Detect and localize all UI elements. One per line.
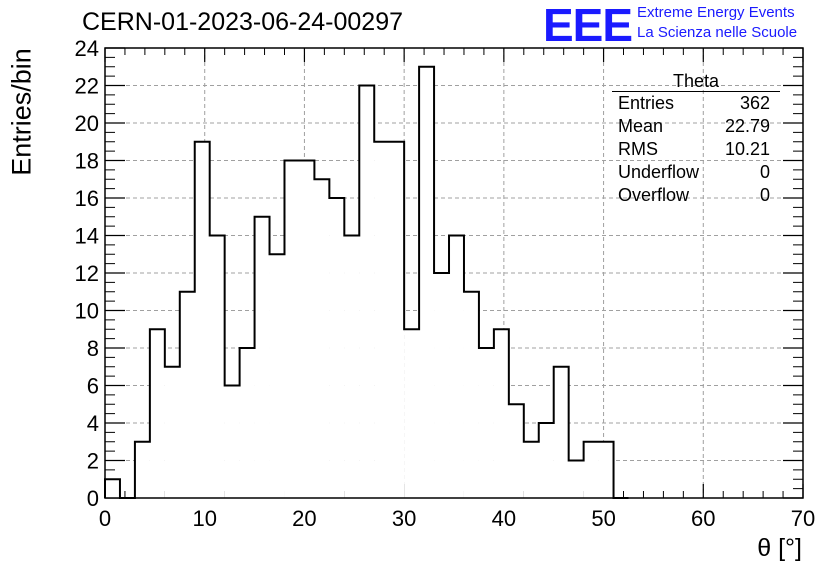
y-tick-label: 14 [75,224,99,249]
histogram-bin [239,348,255,498]
histogram-bin [105,479,120,498]
y-tick-label: 2 [87,449,99,474]
histogram-bin [209,235,225,498]
histogram-bin [359,85,375,498]
stats-value: 0 [759,162,770,182]
histogram-bin [538,423,554,498]
histogram-bin [404,329,420,498]
histogram-bin [389,141,405,498]
stats-title: Theta [612,71,780,92]
x-tick-label: 60 [691,506,715,531]
stats-value: 22.79 [724,116,770,136]
histogram-bin [508,404,524,498]
stats-value: 10.21 [724,139,770,159]
x-axis-label: θ [°] [757,534,802,562]
histogram-bin [314,179,330,498]
logo-line-2: La Scienza nelle Scuole [637,24,798,41]
y-tick-label: 4 [87,411,99,436]
y-tick-label: 10 [75,299,99,324]
x-tick-label: 0 [99,506,111,531]
histogram-bins [104,65,629,499]
stats-row-entries: Entries 362 [612,92,780,115]
stats-label: Entries [618,93,675,113]
stats-row-rms: RMS 10.21 [612,138,780,161]
x-tick-label: 70 [791,506,815,531]
stats-label: RMS [618,139,658,159]
histogram-bin [134,441,150,498]
y-tick-label: 24 [75,36,99,61]
histogram-bin [254,216,270,498]
histogram-bin [164,366,180,498]
stats-value: 362 [739,93,770,113]
histogram-bin [344,235,360,498]
histogram-bin [149,329,165,498]
y-tick-label: 6 [87,374,99,399]
histogram-bin [419,66,435,498]
y-tick-label: 18 [75,149,99,174]
histogram-bin [299,160,315,498]
histogram-bin [179,291,195,498]
plot-frame [104,47,804,499]
histogram-outline [104,65,629,499]
run-title: CERN-01-2023-06-24-00297 [82,8,404,36]
y-tick-label: 0 [87,486,99,511]
y-tick-label: 12 [75,261,99,286]
histogram-bin [374,141,390,498]
histogram-bin [568,460,584,498]
histogram-bin [523,441,539,498]
y-tick-label: 20 [75,111,99,136]
histogram-bin [598,441,614,498]
stats-label: Underflow [618,162,700,182]
stats-value: 0 [759,185,770,205]
stats-label: Overflow [618,185,690,205]
stats-box: Theta Entries 362 Mean 22.79 RMS 10.21 Unde… [612,71,780,207]
x-tick-label: 10 [192,506,216,531]
histogram-bin [583,441,599,498]
stats-label: Mean [618,116,664,136]
y-tick-label: 8 [87,336,99,361]
histogram-bin [284,160,300,498]
x-tick-label: 50 [591,506,615,531]
histogram-bin [449,235,464,498]
histogram-bin [478,348,494,498]
histogram-bin [434,273,450,498]
histogram-bin [463,291,479,498]
eee-logo: EEE [543,0,633,51]
histogram-bin [224,385,240,498]
y-axis-label: Entries/bin [6,48,37,176]
ticks [104,47,804,499]
x-tick-label: 20 [292,506,316,531]
histogram-bin [194,141,210,498]
histogram-bin [269,254,285,498]
x-tick-label: 30 [392,506,416,531]
histogram-bin [329,198,345,498]
logo-line-1: Extreme Energy Events [637,4,795,21]
y-tick-label: 22 [75,74,99,99]
y-tick-label: 16 [75,186,99,211]
stats-row-mean: Mean 22.79 [612,115,780,138]
stats-row-overflow: Overflow 0 [612,184,780,207]
x-tick-label: 40 [492,506,516,531]
histogram-bin [553,366,569,498]
histogram-bin [493,329,509,498]
stats-row-underflow: Underflow 0 [612,161,780,184]
